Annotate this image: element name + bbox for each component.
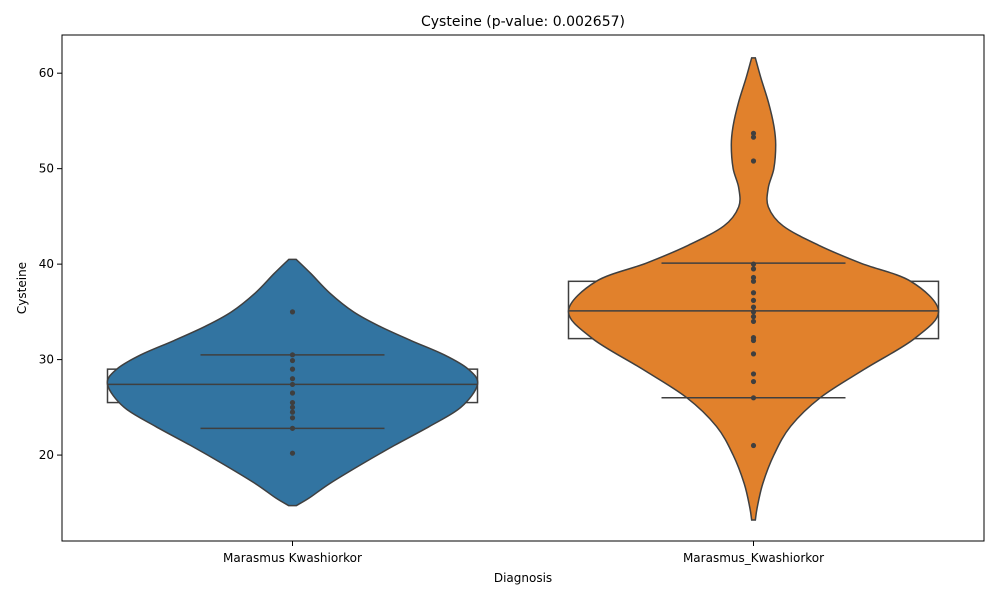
data-point — [289, 381, 296, 388]
y-tick-label: 20 — [39, 448, 54, 462]
x-tick-label: Marasmus_Kwashiorkor — [683, 551, 824, 565]
data-point — [750, 278, 757, 284]
data-point — [750, 158, 757, 164]
data-point — [750, 314, 757, 320]
data-point — [289, 415, 296, 421]
y-tick-label: 30 — [39, 353, 54, 367]
data-point — [750, 442, 757, 449]
data-point — [750, 309, 757, 315]
data-point — [750, 261, 757, 267]
data-point — [750, 351, 757, 357]
data-point — [289, 309, 296, 315]
y-tick-label: 40 — [39, 257, 54, 271]
y-tick-label: 60 — [39, 66, 54, 80]
violin-group — [106, 258, 479, 507]
x-axis: Marasmus Kwashiorkor Marasmus_Kwashiorkor — [223, 541, 824, 565]
violin-group — [567, 57, 940, 521]
data-point — [750, 266, 757, 272]
data-point — [750, 290, 757, 296]
y-axis: 20 30 40 50 60 — [39, 66, 62, 462]
data-point — [750, 371, 757, 377]
data-point — [750, 395, 757, 401]
data-point — [750, 337, 757, 344]
y-tick-label: 50 — [39, 162, 54, 176]
data-point — [289, 366, 296, 372]
plot-frame — [61, 34, 985, 542]
data-point — [750, 130, 757, 136]
data-point — [289, 390, 296, 396]
data-point — [289, 376, 296, 382]
data-point — [750, 274, 757, 281]
data-point — [289, 352, 296, 358]
data-point — [289, 450, 296, 456]
data-point — [289, 409, 296, 415]
data-point — [750, 134, 757, 140]
data-point — [289, 399, 296, 406]
chart-title: Cysteine (p-value: 0.002657) — [421, 14, 625, 30]
data-point — [289, 425, 296, 431]
y-axis-label: Cysteine — [15, 262, 29, 314]
data-point — [750, 304, 757, 310]
x-tick-label: Marasmus Kwashiorkor — [223, 551, 362, 565]
data-point — [750, 378, 757, 385]
plot-area — [106, 57, 940, 521]
x-axis-label: Diagnosis — [494, 571, 552, 585]
data-point — [289, 357, 296, 364]
data-point — [750, 297, 757, 304]
violin-body — [567, 57, 940, 521]
data-point — [750, 318, 757, 325]
data-point — [289, 404, 296, 410]
